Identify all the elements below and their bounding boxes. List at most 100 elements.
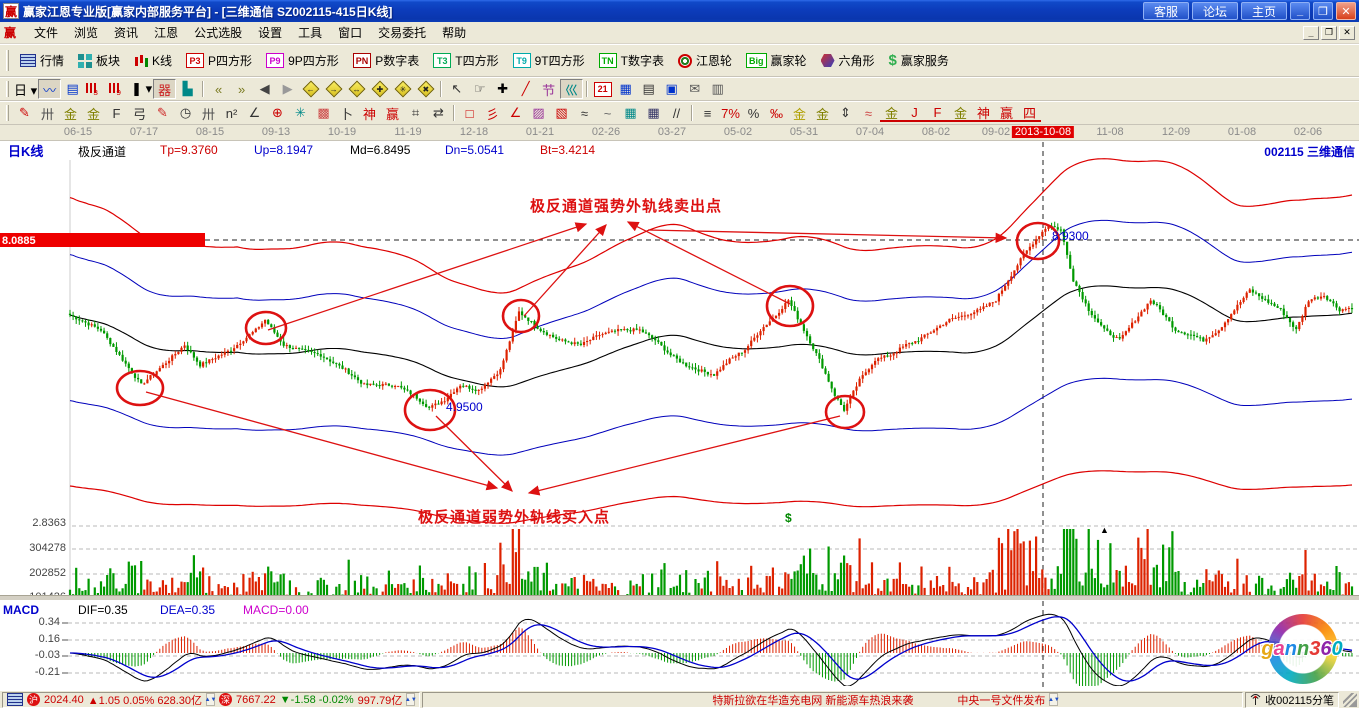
marker-pen-icon[interactable]: ✎ bbox=[157, 105, 168, 120]
win-grid-icon[interactable]: 赢 bbox=[385, 106, 399, 122]
grid-123-icon[interactable]: ⌗ bbox=[411, 105, 420, 120]
menu-item-交易委托[interactable]: 交易委托 bbox=[378, 26, 427, 40]
trendline-tool-button[interactable]: ╱ bbox=[521, 81, 530, 96]
fan-lines-icon[interactable]: 彡 bbox=[485, 106, 499, 122]
angle-mirror-icon[interactable]: ∠ bbox=[248, 105, 261, 120]
diamond-h-button[interactable]: ↔ bbox=[345, 79, 368, 99]
news-headline-2[interactable]: 中央一号文件发布 bbox=[957, 694, 1046, 707]
save-button[interactable]: ▣ bbox=[665, 81, 678, 96]
p9-square-button[interactable]: P9 9P四方形 bbox=[259, 50, 346, 71]
f-angle-icon[interactable]: F bbox=[926, 104, 949, 122]
rays-icon[interactable]: // bbox=[672, 105, 681, 121]
menu-item-文件[interactable]: 文件 bbox=[34, 26, 59, 40]
winner-service-button[interactable]: $ 赢家服务 bbox=[882, 50, 956, 71]
star-web-icon[interactable]: ✳ bbox=[295, 105, 306, 120]
go-first-button[interactable]: « bbox=[215, 81, 223, 97]
tick-feed-panel[interactable]: 收002115分笔 bbox=[1245, 691, 1339, 708]
t9-square-button[interactable]: T9 9T四方形 bbox=[506, 50, 592, 71]
angle-set-icon[interactable]: ≈ bbox=[580, 105, 589, 121]
p-table-button[interactable]: PN P数字表 bbox=[346, 50, 427, 71]
child-close-button[interactable]: ✕ bbox=[1339, 25, 1355, 40]
gold-angle-icon[interactable]: 金 bbox=[880, 104, 903, 122]
kline-button[interactable]: K线 bbox=[127, 50, 179, 71]
calculator-button[interactable]: ▦ bbox=[619, 81, 632, 96]
gold-channel-icon[interactable]: 金 bbox=[86, 106, 100, 122]
winner-wheel-button[interactable]: Big 赢家轮 bbox=[739, 50, 814, 71]
prev-bar-button[interactable]: ◀ bbox=[259, 81, 270, 96]
notes-button[interactable]: ▤ bbox=[642, 81, 655, 96]
period-selector-button[interactable]: 日 ▾ bbox=[14, 82, 38, 98]
spiral-tool-icon[interactable]: 弓 bbox=[132, 106, 146, 122]
f10-report-icon[interactable]: ▤ bbox=[66, 81, 79, 96]
bars-9-icon[interactable]: ₉ bbox=[107, 79, 131, 99]
menu-item-资讯[interactable]: 资讯 bbox=[114, 26, 139, 40]
diamond-right-button[interactable]: → bbox=[322, 79, 345, 99]
permille-icon[interactable]: ‰ bbox=[770, 105, 783, 121]
menu-item-工具[interactable]: 工具 bbox=[298, 26, 323, 40]
resize-grip[interactable] bbox=[1343, 692, 1357, 707]
hatch-red-icon[interactable]: ▧ bbox=[555, 105, 568, 120]
close-button[interactable]: ✕ bbox=[1336, 2, 1356, 20]
scroll-arrows-icon[interactable]: ▲▼ bbox=[405, 693, 417, 706]
grid-30-icon[interactable]: 卅 bbox=[40, 106, 54, 122]
menu-item-江恩[interactable]: 江恩 bbox=[154, 26, 179, 40]
pattern-tool-icon[interactable]: 器 bbox=[153, 79, 177, 99]
workstation-button[interactable]: ▥ bbox=[711, 81, 724, 96]
home-button[interactable]: 主页 bbox=[1240, 2, 1287, 20]
child-restore-button[interactable]: ❐ bbox=[1321, 25, 1337, 40]
menu-item-浏览[interactable]: 浏览 bbox=[74, 26, 99, 40]
grid-dense-icon[interactable]: 卅 bbox=[201, 106, 215, 122]
diamond-star-button[interactable]: ✳ bbox=[391, 79, 414, 99]
menu-item-窗口[interactable]: 窗口 bbox=[338, 26, 363, 40]
diamond-left-button[interactable]: ← bbox=[299, 79, 322, 99]
bars-3-icon[interactable]: ₃ bbox=[84, 79, 108, 99]
curve-overlay-icon[interactable]: 〰 bbox=[38, 79, 62, 99]
hexagon-button[interactable]: 六角形 bbox=[814, 50, 882, 71]
divination-icon[interactable]: 卜 bbox=[339, 106, 353, 122]
price-scale-icon[interactable]: ≡ bbox=[703, 105, 712, 121]
menu-item-设置[interactable]: 设置 bbox=[258, 26, 283, 40]
hand-tool-button[interactable]: ☞ bbox=[473, 81, 486, 96]
gann-wheel-button[interactable]: 江恩轮 bbox=[671, 50, 739, 71]
scroll-arrows-icon[interactable]: ▲▼ bbox=[1048, 693, 1060, 706]
gold-section-icon[interactable]: 金 bbox=[63, 106, 77, 122]
news-ticker-panel[interactable]: 特斯拉欲在华造充电网 新能源车热浪来袭 中央一号文件发布 ▲▼ bbox=[422, 691, 1244, 708]
angle-line-icon[interactable]: ∠ bbox=[509, 105, 522, 120]
web-grid-icon[interactable]: ▩ bbox=[317, 105, 330, 120]
grid-blue-icon[interactable]: ▦ bbox=[647, 105, 660, 120]
menu-item-公式选股[interactable]: 公式选股 bbox=[194, 26, 243, 40]
time-cycle-icon[interactable]: ◷ bbox=[179, 105, 192, 120]
god-grid-icon[interactable]: 神 bbox=[362, 106, 376, 122]
wave-tool-icon[interactable]: ~ bbox=[603, 105, 612, 121]
news-headline-1[interactable]: 特斯拉欲在华造充电网 新能源车热浪来袭 bbox=[712, 694, 914, 707]
calendar-button[interactable]: 21 bbox=[591, 79, 614, 99]
gold-circle-icon[interactable]: 金 bbox=[792, 106, 806, 122]
service-button[interactable]: 客服 bbox=[1142, 2, 1189, 20]
percent-icon[interactable]: % bbox=[747, 105, 760, 121]
brain-tool-button[interactable]: 巛 bbox=[560, 79, 584, 99]
market-index-panel[interactable]: 沪 2024.40 ▲1.05 0.05% 628.30亿 ▲▼ 深 7667.… bbox=[2, 691, 421, 708]
child-minimize-button[interactable]: _ bbox=[1303, 25, 1319, 40]
single-candle-button[interactable]: ❚ ▾ bbox=[131, 81, 153, 96]
sectors-button[interactable]: 板块 bbox=[71, 50, 127, 71]
win-angle-icon[interactable]: 赢 bbox=[995, 104, 1018, 122]
n-square-icon[interactable]: n² bbox=[225, 105, 238, 121]
diamond-x-button[interactable]: ✖ bbox=[414, 79, 437, 99]
pane-splitter[interactable] bbox=[0, 595, 1359, 601]
minimize-button[interactable]: _ bbox=[1290, 2, 1310, 20]
quotes-button[interactable]: 行情 bbox=[13, 50, 71, 71]
color-histogram-icon[interactable]: ▙ bbox=[182, 81, 193, 96]
span-arrows-icon[interactable]: ⇄ bbox=[433, 105, 444, 120]
scroll-arrows-icon[interactable]: ▲▼ bbox=[205, 693, 216, 706]
god-angle-icon[interactable]: 神 bbox=[972, 104, 995, 122]
v-pen-icon[interactable]: ⇕ bbox=[840, 105, 851, 120]
fibo-tool-icon[interactable]: F bbox=[112, 105, 121, 121]
go-last-button[interactable]: » bbox=[238, 81, 246, 97]
chart-canvas[interactable] bbox=[0, 141, 1359, 690]
grid-teal-icon[interactable]: ▦ bbox=[624, 105, 637, 120]
pointer-tool-button[interactable]: ↖ bbox=[451, 81, 463, 96]
j-angle-icon[interactable]: J bbox=[903, 104, 926, 122]
wave-red-icon[interactable]: ≈ bbox=[864, 105, 873, 121]
circle-target-icon[interactable]: ⊕ bbox=[272, 105, 283, 120]
diamond-plus-button[interactable]: ✚ bbox=[368, 79, 391, 99]
